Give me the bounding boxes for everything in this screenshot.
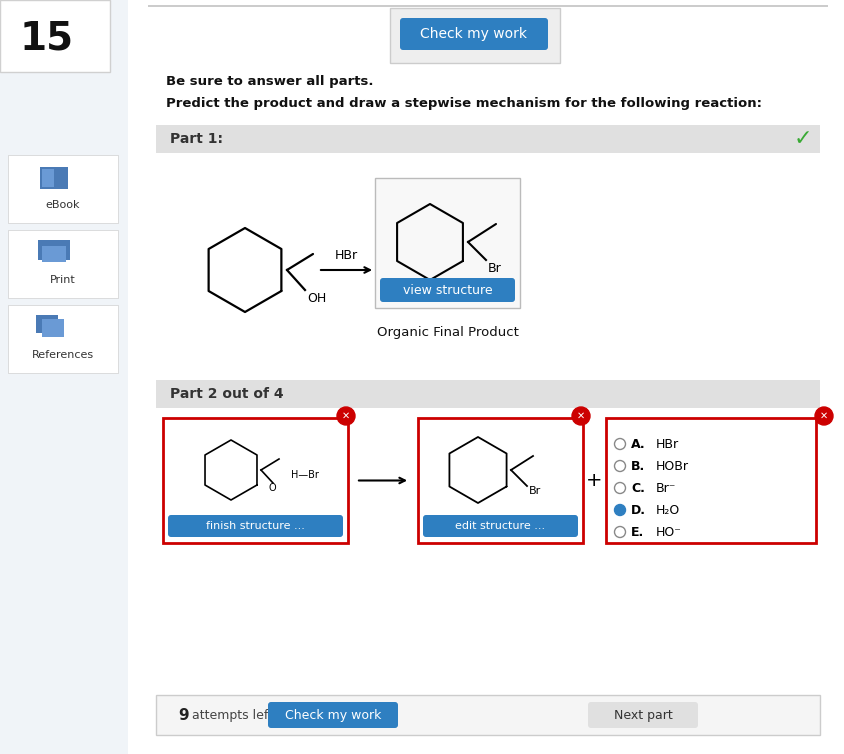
Text: finish structure ...: finish structure ...: [206, 521, 305, 531]
Text: HOBr: HOBr: [655, 459, 688, 473]
Circle shape: [614, 504, 625, 516]
Bar: [156, 125, 819, 153]
Circle shape: [614, 461, 625, 471]
Text: Print: Print: [50, 275, 76, 285]
Text: Predict the product and draw a stepwise mechanism for the following reaction:: Predict the product and draw a stepwise …: [165, 97, 761, 110]
Text: OH: OH: [306, 292, 326, 305]
Text: C.: C.: [630, 482, 644, 495]
Text: Check my work: Check my work: [420, 27, 527, 41]
FancyBboxPatch shape: [268, 702, 398, 728]
Text: +: +: [585, 471, 602, 490]
Bar: [36, 315, 58, 333]
Circle shape: [614, 483, 625, 494]
Text: eBook: eBook: [46, 200, 80, 210]
Text: ✓: ✓: [793, 129, 811, 149]
FancyBboxPatch shape: [399, 18, 548, 50]
Text: Organic Final Product: Organic Final Product: [376, 326, 518, 339]
Bar: [38, 240, 70, 260]
Bar: [42, 319, 64, 337]
Bar: [8, 155, 118, 223]
FancyBboxPatch shape: [380, 278, 514, 302]
FancyBboxPatch shape: [168, 515, 343, 537]
Text: Part 2 out of 4: Part 2 out of 4: [170, 387, 284, 401]
Bar: [375, 178, 519, 308]
Text: B.: B.: [630, 459, 645, 473]
Bar: [8, 230, 118, 298]
Text: Br: Br: [528, 486, 541, 496]
Text: Part 1:: Part 1:: [170, 132, 223, 146]
Bar: [156, 695, 819, 735]
Bar: [418, 418, 582, 543]
Circle shape: [337, 407, 354, 425]
Text: Be sure to answer all parts.: Be sure to answer all parts.: [165, 75, 373, 88]
Bar: [163, 418, 348, 543]
Text: Check my work: Check my work: [284, 709, 381, 722]
Text: ✕: ✕: [576, 411, 584, 421]
Text: References: References: [32, 350, 94, 360]
Text: H₂O: H₂O: [655, 504, 679, 516]
Text: Next part: Next part: [613, 709, 672, 722]
Circle shape: [614, 526, 625, 538]
Text: HBr: HBr: [334, 249, 358, 262]
Text: D.: D.: [630, 504, 645, 516]
Bar: [605, 418, 815, 543]
Text: view structure: view structure: [403, 284, 492, 296]
Text: O: O: [268, 483, 275, 493]
Bar: [148, 0, 827, 754]
Text: attempts left: attempts left: [192, 709, 273, 722]
FancyBboxPatch shape: [587, 702, 697, 728]
FancyBboxPatch shape: [423, 515, 577, 537]
Bar: [156, 380, 819, 408]
Bar: [40, 167, 68, 189]
Text: 15: 15: [20, 19, 74, 57]
Text: edit structure ...: edit structure ...: [455, 521, 545, 531]
Bar: [148, 5, 827, 7]
Text: E.: E.: [630, 526, 643, 538]
Circle shape: [614, 439, 625, 449]
Bar: [0, 0, 127, 754]
Text: ✕: ✕: [819, 411, 827, 421]
Text: HO⁻: HO⁻: [655, 526, 681, 538]
Text: HBr: HBr: [655, 437, 679, 450]
Text: ✕: ✕: [342, 411, 349, 421]
Text: Br: Br: [488, 262, 501, 275]
Text: Br⁻: Br⁻: [655, 482, 675, 495]
Text: A.: A.: [630, 437, 645, 450]
Bar: [42, 246, 66, 262]
Circle shape: [814, 407, 832, 425]
Bar: [8, 305, 118, 373]
Bar: [390, 8, 560, 63]
Circle shape: [571, 407, 589, 425]
Text: 9: 9: [178, 707, 188, 722]
Text: H—Br: H—Br: [290, 470, 318, 480]
Bar: [42, 169, 54, 187]
Bar: [0, 0, 110, 72]
